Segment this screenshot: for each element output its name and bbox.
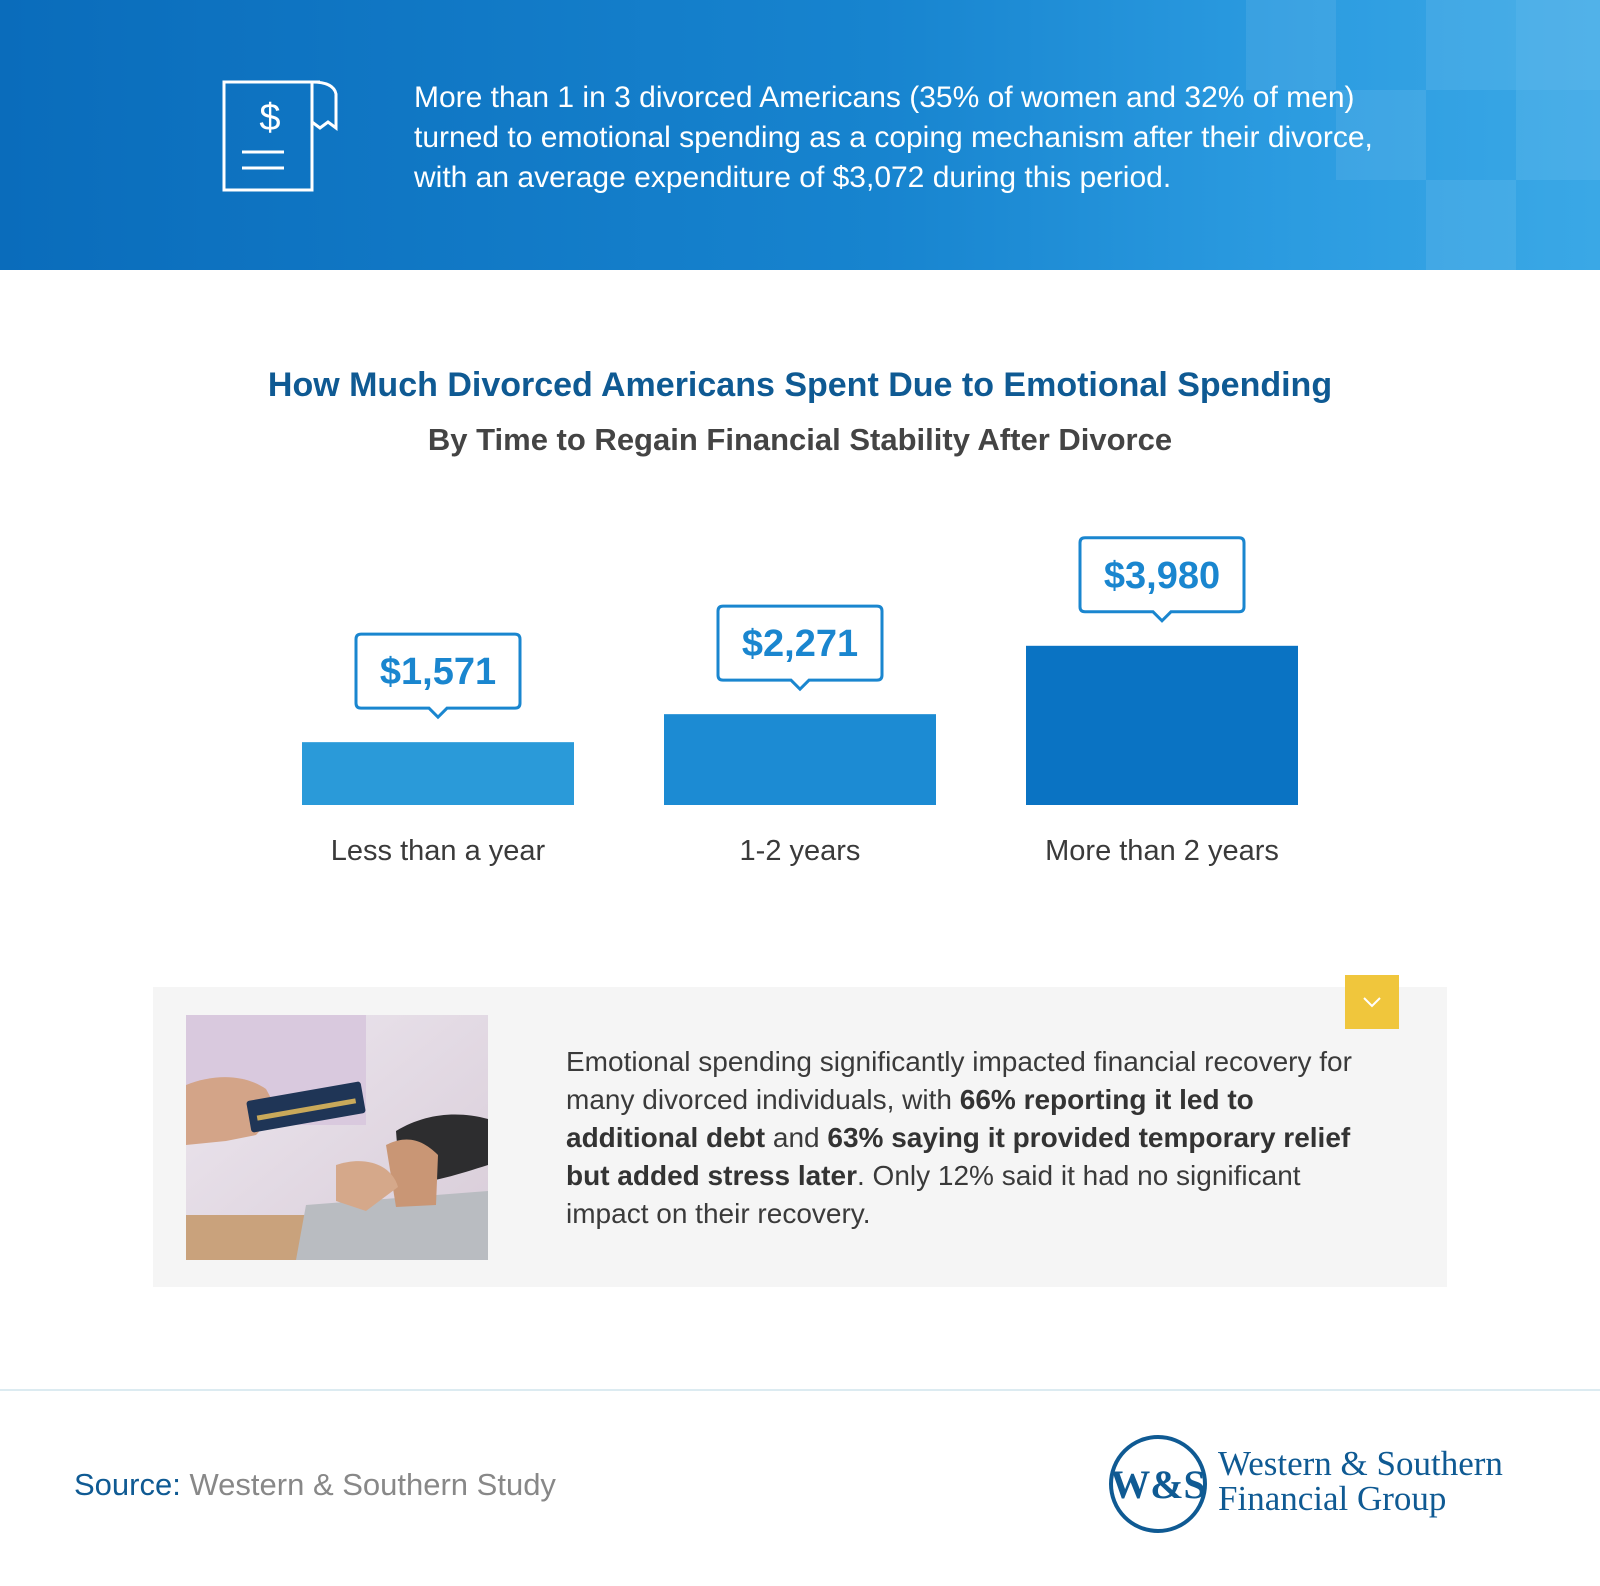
value-label-2: $2,271 (742, 623, 858, 665)
logo-monogram: W&S (1110, 1462, 1206, 1507)
source-value: Western & Southern Study (189, 1467, 556, 1502)
debt-stat: 66% reporting it led to additional debt (566, 1084, 1254, 1153)
source-note: Source: Western & Southern Study (74, 1467, 556, 1503)
header-banner: $ More than 1 in 3 divorced Americans (3… (0, 0, 1600, 270)
impact-statement: Emotional spending significantly impacte… (566, 1046, 1352, 1229)
category-label-2: 1-2 years (740, 835, 861, 867)
credit-card-phone-photo (186, 1015, 488, 1260)
bar-1 (302, 742, 574, 805)
company-logo: W&S (1109, 1435, 1207, 1533)
footer-divider (0, 1389, 1600, 1391)
value-callout-3 (1078, 536, 1246, 623)
value-label-1: $1,571 (380, 651, 496, 693)
company-name-line2: Financial Group (1218, 1479, 1447, 1518)
chevron-down-icon (1363, 997, 1381, 1008)
category-label-3: More than 2 years (1045, 835, 1279, 867)
bar-2 (664, 714, 936, 805)
banner-statement: More than 1 in 3 divorced Americans (35%… (414, 81, 1373, 194)
chart-subtitle: By Time to Regain Financial Stability Af… (427, 422, 1173, 457)
company-name-line1: Western & Southern (1218, 1444, 1503, 1483)
bar-3 (1026, 645, 1298, 805)
company-name: Western & Southern Financial Group (1218, 1446, 1503, 1516)
value-label-3: $3,980 (1104, 555, 1220, 597)
receipt-dollar-icon: $ (222, 80, 338, 192)
chart-title: How Much Divorced Americans Spent Due to… (267, 366, 1333, 404)
spending-bar-chart: $1,571 Less than a year $2,271 1-2 years $3,… (302, 536, 1298, 867)
expand-button[interactable] (1345, 975, 1399, 1029)
svg-text:$: $ (259, 97, 280, 139)
category-label-1: Less than a year (331, 835, 546, 867)
value-callout-1 (354, 632, 522, 720)
stress-stat: 63% saying it provided temporary relief … (566, 1122, 1351, 1191)
value-callout-2 (716, 604, 884, 692)
source-label: Source: (74, 1467, 181, 1502)
